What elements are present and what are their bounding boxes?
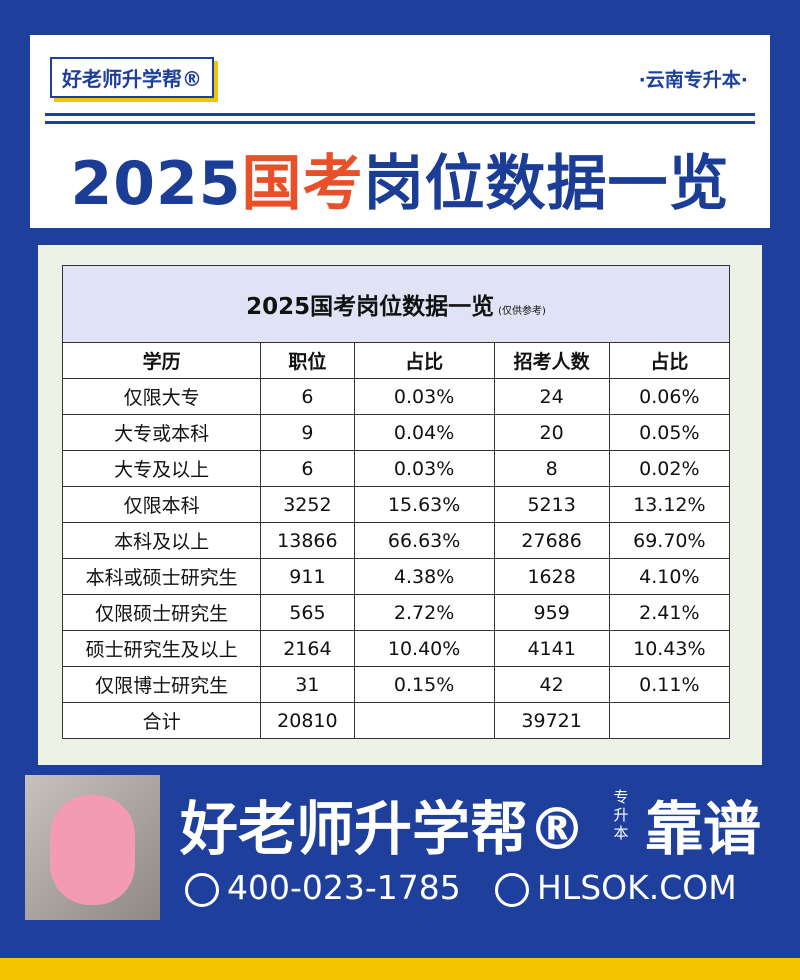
table-cell: 13.12%: [608, 486, 731, 523]
table-cell: 959: [493, 594, 610, 631]
main-title: 2025国考岗位数据一览: [30, 135, 770, 222]
table-cell: 8: [493, 450, 610, 487]
stripe: [0, 958, 800, 980]
table-cell: 0.11%: [608, 666, 731, 703]
brand: 好老师升学帮®: [180, 795, 587, 863]
table-cell: 66.63%: [353, 522, 495, 559]
table-cell: 20: [493, 414, 610, 451]
rule: [45, 113, 755, 116]
table-head: 2025国考岗位数据一览 (仅供参考) 学历 职位 占比 招考人数 占比: [61, 265, 731, 379]
phone: 400-023-1785: [185, 868, 461, 907]
table-cell: 10.43%: [608, 630, 731, 667]
table-row: 硕士研究生及以上 2164 10.40% 4141 10.43%: [61, 630, 731, 667]
table-cell: 3252: [260, 486, 355, 523]
table-cell: 2.72%: [353, 594, 495, 631]
table-row: 大专及以上 6 0.03% 8 0.02%: [61, 450, 731, 487]
title-part: 2025: [70, 149, 242, 219]
table-cell: 6: [260, 378, 355, 415]
table-cell: 仅限博士研究生: [61, 666, 262, 703]
table-cell: 0.03%: [353, 378, 495, 415]
column-header: 学历: [61, 342, 262, 379]
table-cell: 2.41%: [608, 594, 731, 631]
table-cell: [608, 702, 731, 739]
table-cell: 仅限本科: [61, 486, 262, 523]
table-cell: 9: [260, 414, 355, 451]
table-body: 仅限大专 6 0.03% 24 0.06% 大专或本科 9 0.04% 20 0.05% 大专及以上…: [61, 378, 731, 739]
caption-row: 2025国考岗位数据一览 (仅供参考): [62, 265, 730, 343]
table-cell: 4.10%: [608, 558, 731, 595]
title-highlight: 国考: [241, 149, 364, 219]
table-row: 仅限博士研究生 31 0.15% 42 0.11%: [61, 666, 731, 703]
table-cell: 5213: [493, 486, 610, 523]
table-cell: 0.03%: [353, 450, 495, 487]
table-row: 本科或硕士研究生 911 4.38% 1628 4.10%: [61, 558, 731, 595]
brand-tag: 专升本: [613, 788, 629, 842]
column-header: 职位: [260, 342, 355, 379]
table-cell: 大专或本科: [61, 414, 262, 451]
data-table: 2025国考岗位数据一览 (仅供参考) 学历 职位 占比 招考人数 占比 仅限大专 6 0.0…: [61, 265, 731, 739]
table-cell: 13866: [260, 522, 355, 559]
web-icon: [495, 872, 529, 907]
slogan: 靠谱: [645, 795, 762, 863]
website: HLSOK.COM: [495, 868, 737, 907]
table-cell: 911: [260, 558, 355, 595]
table-cell: 24: [493, 378, 610, 415]
table-cell: 0.05%: [608, 414, 731, 451]
table-cell: 本科或硕士研究生: [61, 558, 262, 595]
mascot-image: [25, 775, 160, 920]
table-cell: 大专及以上: [61, 450, 262, 487]
table-cell: 2164: [260, 630, 355, 667]
total-row: 合计 20810 39721: [61, 702, 731, 739]
table-cell: 6: [260, 450, 355, 487]
rule: [45, 121, 755, 124]
title-part: 岗位数据一览: [363, 149, 730, 219]
header-panel: 好老师升学帮® ·云南专升本· 2025国考岗位数据一览: [30, 35, 770, 228]
table-cell: 仅限大专: [61, 378, 262, 415]
table-cell: 42: [493, 666, 610, 703]
table-cell: 565: [260, 594, 355, 631]
table-cell: 15.63%: [353, 486, 495, 523]
table-cell: 0.15%: [353, 666, 495, 703]
table-cell: 1628: [493, 558, 610, 595]
region-tag: ·云南专升本·: [638, 69, 748, 91]
total-label: 合计: [61, 702, 262, 739]
column-header: 占比: [608, 342, 731, 379]
table-cell: 0.06%: [608, 378, 731, 415]
table-note: (仅供参考): [498, 306, 546, 317]
column-header: 招考人数: [493, 342, 610, 379]
table-cell: 10.40%: [353, 630, 495, 667]
footer: 好老师升学帮® 专升本 靠谱 400-023-1785 HLSOK.COM: [0, 770, 800, 980]
table-cell: 4.38%: [353, 558, 495, 595]
table-cell: 仅限硕士研究生: [61, 594, 262, 631]
table-cell: 0.02%: [608, 450, 731, 487]
phone-icon: [185, 872, 219, 907]
table-cell: 硕士研究生及以上: [61, 630, 262, 667]
total-jobs: 20810: [260, 702, 355, 739]
table-panel: 2025国考岗位数据一览 (仅供参考) 学历 职位 占比 招考人数 占比 仅限大专 6 0.0…: [38, 245, 762, 765]
table-cell: 0.04%: [353, 414, 495, 451]
website-text: HLSOK.COM: [537, 868, 737, 907]
table-cell: [353, 702, 495, 739]
total-applicants: 39721: [493, 702, 610, 739]
table-row: 仅限硕士研究生 565 2.72% 959 2.41%: [61, 594, 731, 631]
table-cell: 31: [260, 666, 355, 703]
mascot: [50, 795, 135, 905]
table-row: 仅限大专 6 0.03% 24 0.06%: [61, 378, 731, 415]
table-title: 2025国考岗位数据一览 (仅供参考): [62, 265, 730, 343]
column-header: 占比: [353, 342, 495, 379]
table-title-text: 2025国考岗位数据一览: [246, 294, 495, 320]
phone-text: 400-023-1785: [227, 868, 461, 907]
header-row: 学历 职位 占比 招考人数 占比: [61, 342, 731, 379]
table-cell: 27686: [493, 522, 610, 559]
table-cell: 4141: [493, 630, 610, 667]
logo: 好老师升学帮®: [50, 57, 214, 98]
table-cell: 本科及以上: [61, 522, 262, 559]
table-cell: 69.70%: [608, 522, 731, 559]
table-row: 大专或本科 9 0.04% 20 0.05%: [61, 414, 731, 451]
table-row: 本科及以上 13866 66.63% 27686 69.70%: [61, 522, 731, 559]
table-row: 仅限本科 3252 15.63% 5213 13.12%: [61, 486, 731, 523]
